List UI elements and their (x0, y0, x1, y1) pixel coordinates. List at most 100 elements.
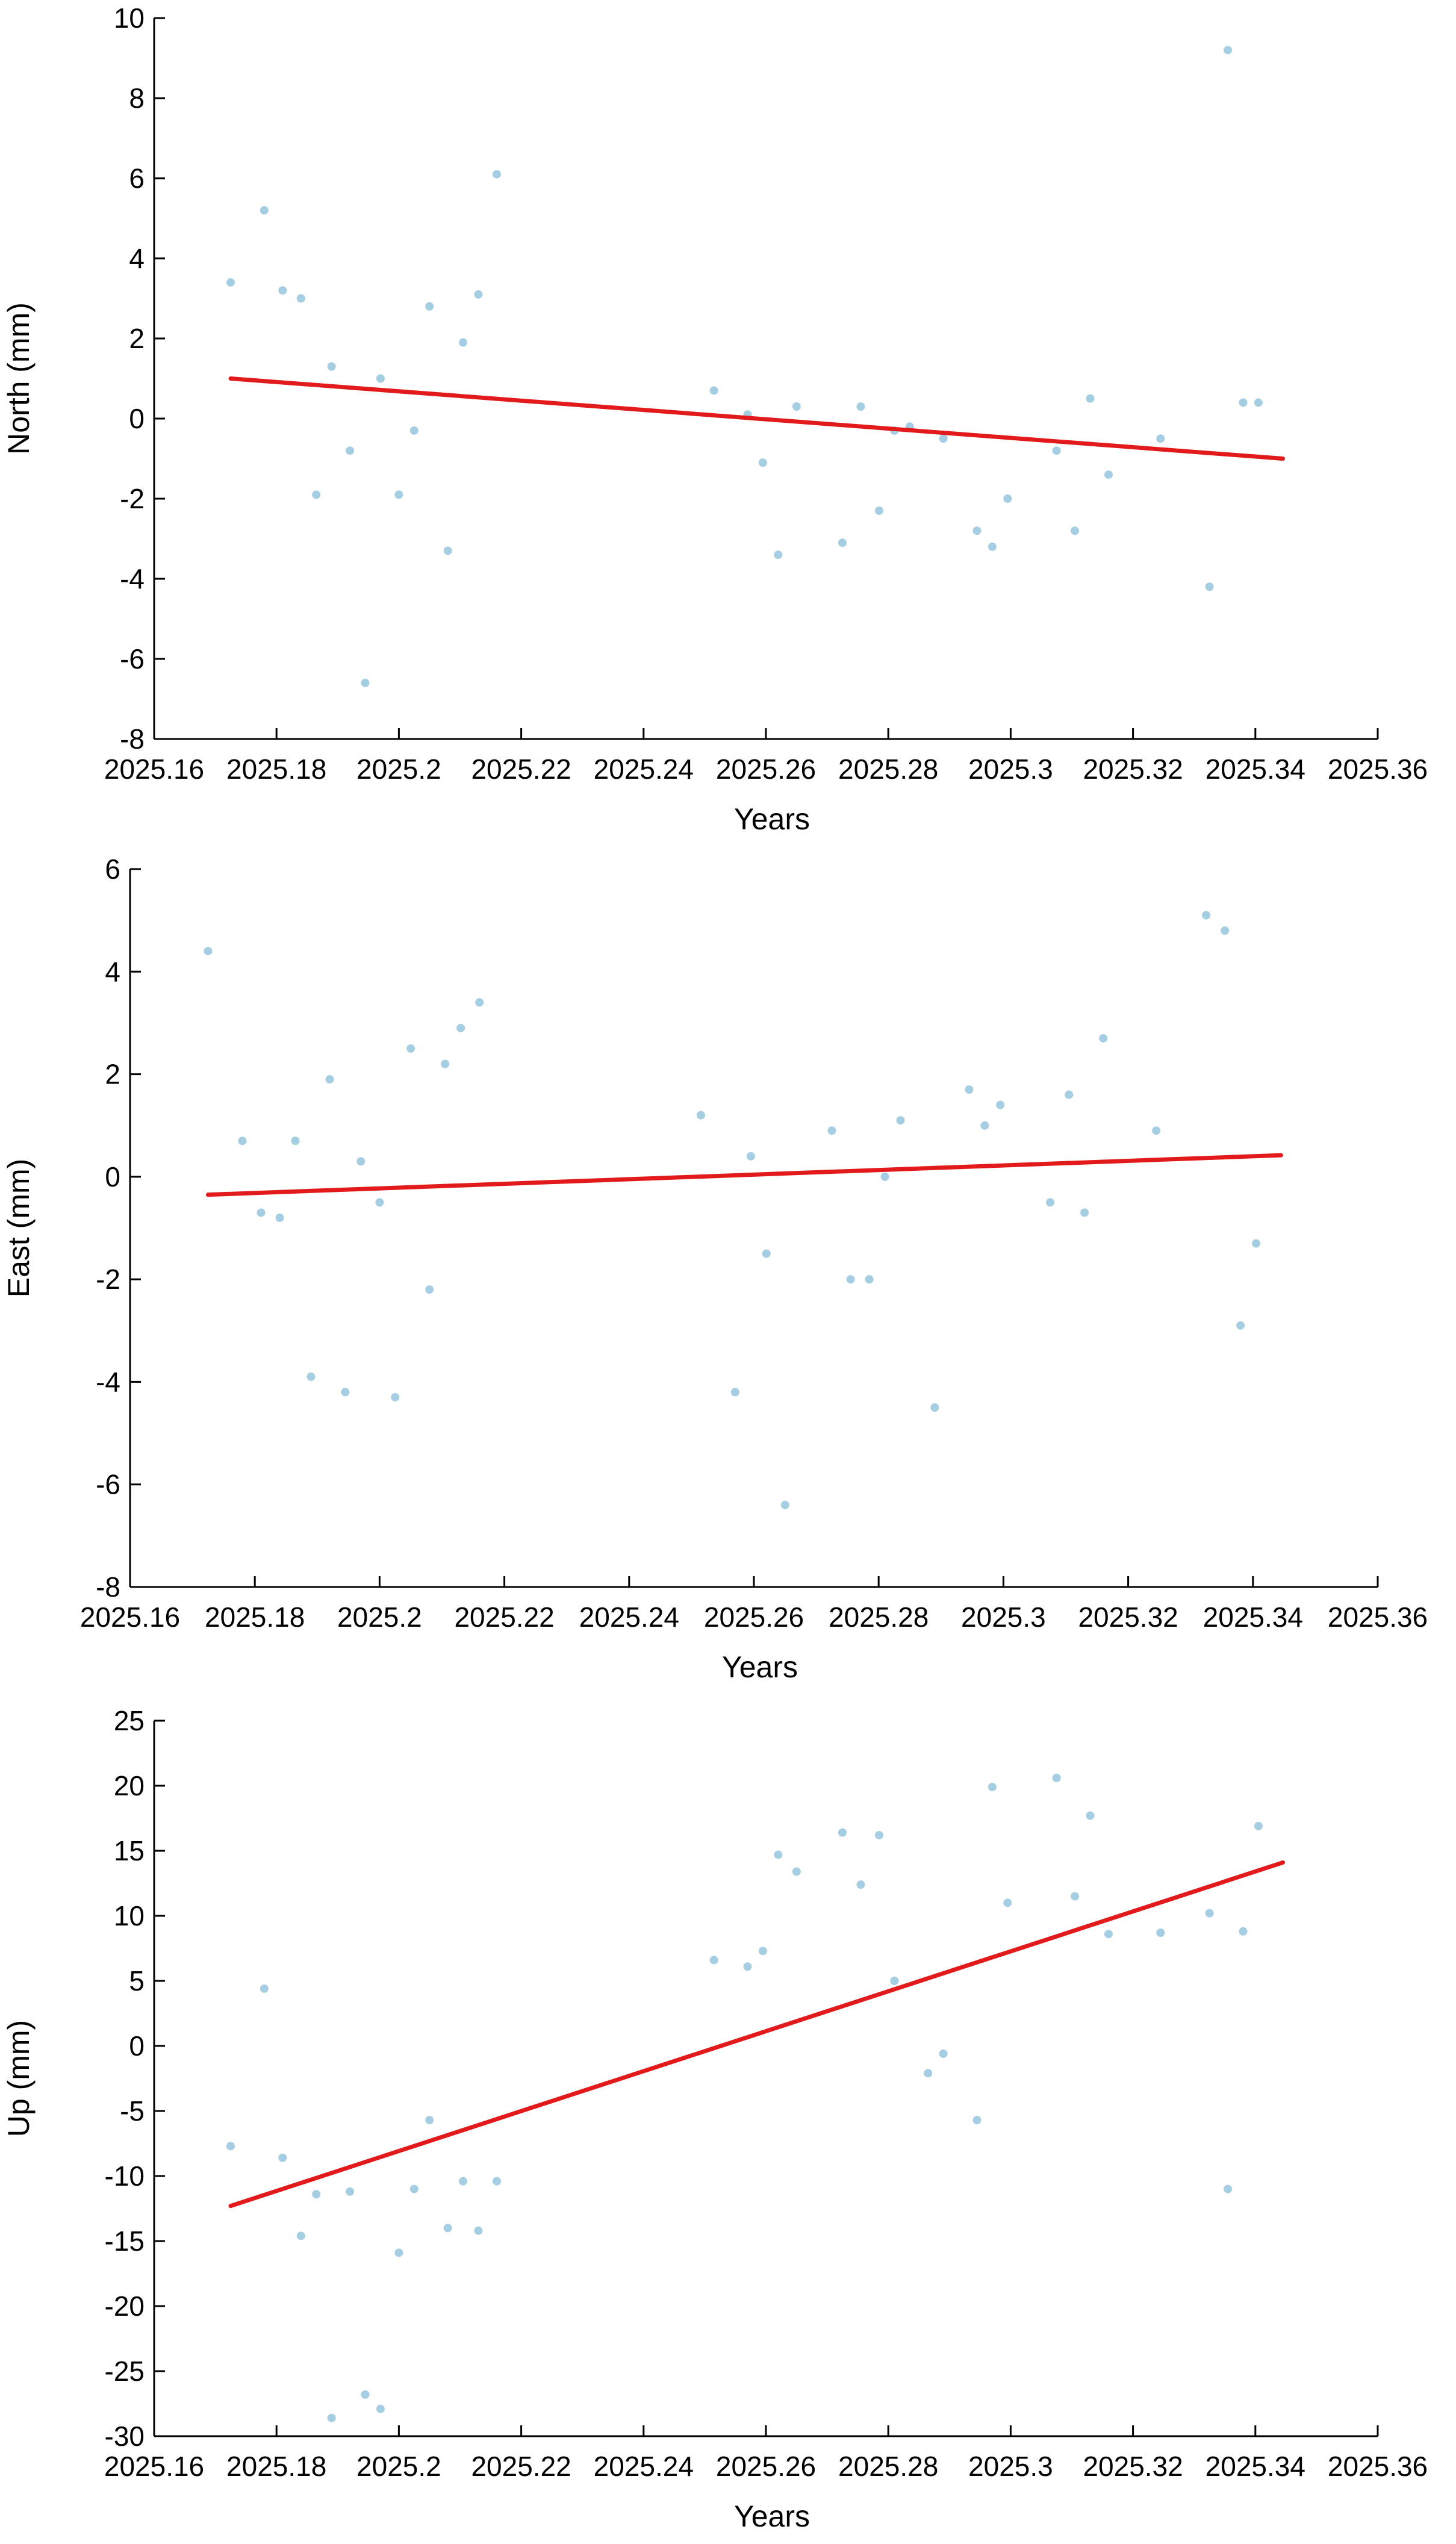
data-point (459, 2177, 468, 2186)
data-point (838, 538, 847, 547)
data-point (204, 947, 213, 956)
y-tick-label: -4 (96, 1366, 120, 1397)
data-point (278, 286, 287, 295)
y-tick-label: 6 (105, 853, 120, 885)
x-tick-label: 2025.28 (838, 2451, 938, 2482)
data-point (1156, 434, 1165, 443)
data-point (996, 1100, 1005, 1109)
y-tick-label: 4 (129, 243, 145, 274)
data-point (394, 2248, 403, 2257)
y-tick-label: -6 (96, 1469, 120, 1500)
data-point (425, 302, 434, 311)
data-point (792, 1867, 801, 1876)
data-point (325, 1075, 334, 1084)
data-point (1239, 398, 1248, 407)
x-tick-label: 2025.34 (1206, 753, 1305, 785)
x-tick-label: 2025.24 (594, 2451, 694, 2482)
x-tick-label: 2025.26 (716, 753, 816, 785)
data-point (278, 2153, 287, 2162)
data-point (474, 290, 483, 299)
data-point (260, 206, 269, 215)
x-tick-label: 2025.16 (80, 1601, 180, 1633)
data-point (1065, 1090, 1074, 1099)
y-tick-label: -20 (105, 2290, 145, 2322)
x-tick-label: 2025.18 (226, 2451, 326, 2482)
data-point (1046, 1198, 1055, 1207)
y-tick-label: 2 (105, 1059, 120, 1090)
data-point (1205, 1909, 1214, 1918)
y-tick-label: -25 (105, 2355, 145, 2387)
data-point (774, 550, 783, 560)
data-point (327, 362, 336, 371)
data-point (874, 1831, 883, 1840)
data-point (1086, 394, 1095, 403)
data-point (376, 374, 385, 383)
data-point (758, 1947, 767, 1956)
trend-line (228, 1860, 1286, 2209)
data-point (1080, 1208, 1089, 1217)
data-point (972, 2116, 982, 2125)
data-point (930, 1403, 939, 1412)
x-tick-label: 2025.2 (356, 753, 441, 785)
data-point (856, 402, 865, 411)
data-point (361, 2390, 370, 2399)
chart-up: -30 -25 -20 -15 -10 -5 0 5 10 15 20 25 2025.16 2025.1… (2, 1705, 1428, 2533)
y-tick-label: 25 (114, 1705, 145, 1736)
y-tick-label: -4 (120, 563, 145, 594)
data-point (376, 2404, 385, 2413)
data-point (1156, 1928, 1165, 1938)
data-point (874, 506, 883, 515)
y-tick-label: -10 (105, 2160, 145, 2192)
data-point (312, 2190, 321, 2199)
y-tick-label: -30 (105, 2421, 145, 2452)
data-point (406, 1044, 415, 1053)
y-tick-label: -2 (96, 1264, 120, 1295)
y-axis-label: East (mm) (2, 1159, 36, 1298)
x-tick-label: 2025.2 (356, 2451, 441, 2482)
data-point (890, 1977, 899, 1985)
data-point (758, 458, 767, 467)
data-point (743, 1962, 752, 1971)
data-point (972, 526, 982, 535)
data-point (1104, 470, 1113, 479)
data-point (226, 2142, 235, 2151)
x-tick-label: 2025.16 (104, 753, 204, 785)
data-point (296, 294, 305, 303)
y-tick-label: 5 (129, 1965, 145, 1997)
data-point (1224, 46, 1233, 55)
data-point (709, 1956, 718, 1965)
data-point (356, 1157, 366, 1166)
data-point (1003, 494, 1012, 503)
data-point (409, 426, 418, 435)
x-tick-label: 2025.36 (1328, 753, 1428, 785)
x-tick-label: 2025.24 (579, 1601, 679, 1633)
data-point (346, 2187, 355, 2196)
data-point (1236, 1321, 1245, 1330)
data-point (880, 1172, 889, 1181)
x-tick-label: 2025.34 (1203, 1601, 1303, 1633)
data-point (425, 1285, 434, 1294)
data-point (474, 2226, 483, 2235)
data-point (792, 402, 801, 411)
data-point (1239, 1927, 1248, 1936)
data-point (361, 678, 370, 687)
data-point (306, 1372, 316, 1381)
y-tick-label: 2 (129, 323, 145, 354)
data-point (988, 1783, 997, 1792)
data-point (988, 542, 997, 551)
data-point (456, 1023, 465, 1032)
data-point (1224, 2184, 1233, 2193)
x-tick-label: 2025.3 (968, 2451, 1053, 2482)
x-axis-label: Years (734, 2499, 810, 2533)
y-tick-label: 0 (105, 1161, 120, 1192)
trend-line (206, 1153, 1283, 1197)
data-point (291, 1136, 300, 1146)
x-tick-label: 2025.18 (226, 753, 326, 785)
y-tick-label: -6 (120, 643, 145, 675)
data-point (856, 1880, 865, 1889)
x-tick-label: 2025.36 (1328, 1601, 1428, 1633)
x-tick-label: 2025.28 (829, 1601, 929, 1633)
data-point (1052, 1774, 1061, 1783)
data-point (409, 2184, 418, 2193)
data-point (327, 2413, 336, 2422)
